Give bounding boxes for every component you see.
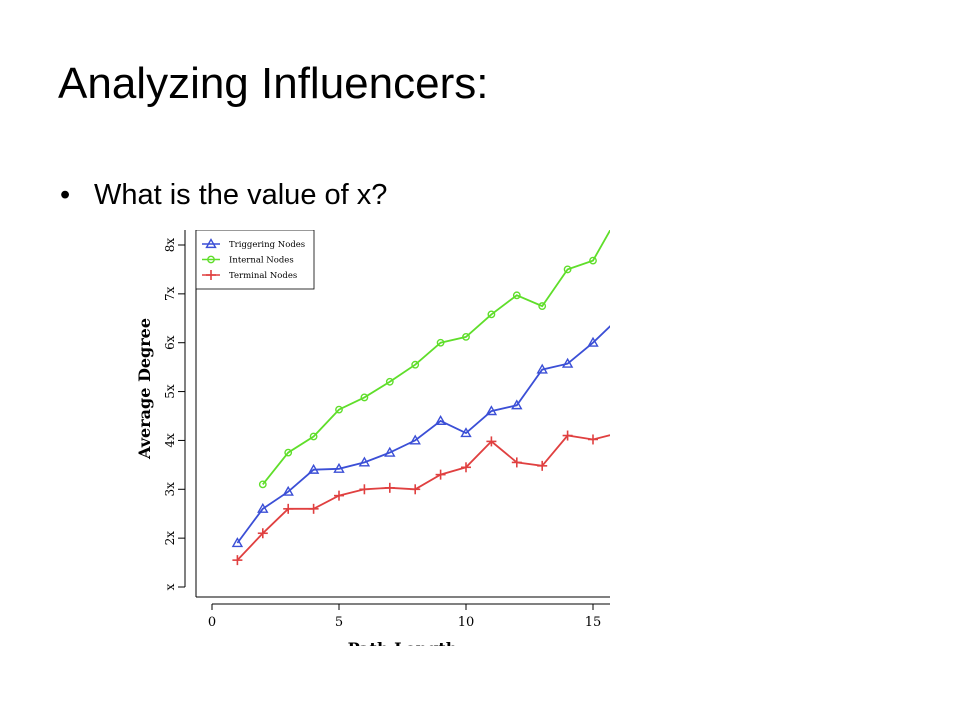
bullet-item: • What is the value of x? [58,178,387,213]
data-point-triggering-nodes [511,399,523,410]
line-chart: x 2x 3x 4x 5x 6x 7x 8x 0 5 10 15 Average Degree Path … [135,230,610,646]
data-point-triggering-nodes [358,456,371,467]
bullet-list: • What is the value of x? [58,178,387,213]
data-point-triggering-nodes [257,502,269,513]
data-point-terminal-nodes [334,490,344,501]
data-point-terminal-nodes [537,460,548,471]
plot-area [231,230,610,566]
data-point-triggering-nodes [460,427,472,438]
data-point-internal-nodes [284,448,293,457]
bullet-marker: • [60,179,71,211]
data-point-triggering-nodes [231,537,244,548]
data-point-internal-nodes [360,393,369,402]
data-point-internal-nodes [462,332,470,341]
series-line-internal-nodes [262,230,610,485]
series-line-triggering-nodes [236,325,610,544]
data-point-terminal-nodes [588,434,598,445]
data-point-terminal-nodes [435,469,446,480]
data-point-internal-nodes [538,302,547,310]
data-point-triggering-nodes [282,485,294,496]
x-tick-label: 5 [335,615,343,630]
data-point-triggering-nodes [561,357,574,368]
data-point-internal-nodes [512,291,521,300]
chart-container: x 2x 3x 4x 5x 6x 7x 8x 0 5 10 15 Average Degree Path … [128,230,610,646]
data-point-terminal-nodes [562,430,573,441]
data-point-terminal-nodes [308,503,319,514]
data-point-triggering-nodes [485,405,498,416]
data-point-terminal-nodes [511,457,522,468]
data-point-triggering-nodes [434,414,447,425]
y-tick-label: 7x [163,286,177,301]
data-point-triggering-nodes [307,463,320,474]
legend-label-internal-nodes: Internal Nodes [229,256,294,266]
data-point-internal-nodes [487,310,496,319]
slide-title: Analyzing Influencers: [58,59,489,108]
x-tick-label: 15 [585,615,602,630]
data-point-terminal-nodes [232,555,243,566]
data-point-terminal-nodes [359,484,370,495]
data-point-triggering-nodes [409,434,421,445]
data-point-internal-nodes [589,256,597,265]
legend-marker-triggering-nodes [205,238,217,249]
data-point-terminal-nodes [384,482,395,493]
legend-label-triggering-nodes: Triggering Nodes [229,240,305,250]
y-tick-label: x [163,583,177,590]
data-point-triggering-nodes [384,446,396,457]
data-point-terminal-nodes [283,503,294,514]
x-tick-label: 10 [458,615,475,630]
series-line-terminal-nodes [236,434,610,561]
legend-marker-internal-nodes [207,255,215,264]
data-point-terminal-nodes [461,462,471,473]
data-point-triggering-nodes [536,363,548,374]
data-point-internal-nodes [563,265,572,274]
legend-label-terminal-nodes: Terminal Nodes [229,271,297,281]
data-point-terminal-nodes [486,436,497,447]
legend: Triggering Nodes Internal Nodes Terminal N… [195,230,315,290]
legend-marker-terminal-nodes [206,270,216,280]
y-tick-label: 2x [163,531,177,546]
x-tick-label: 0 [208,615,216,630]
bullet-text: What is the value of x? [94,179,388,211]
data-point-terminal-nodes [257,528,268,539]
data-point-triggering-nodes [333,462,345,473]
y-tick-label: 3x [163,482,177,497]
data-point-internal-nodes [309,432,318,441]
data-point-internal-nodes [385,377,394,386]
data-point-triggering-nodes [587,336,599,347]
y-tick-label: 8x [163,238,177,253]
x-axis-title: Path Length [348,639,458,646]
y-tick-label: 6x [163,335,177,350]
y-tick-label: 5x [163,384,177,399]
data-point-internal-nodes [335,405,343,414]
y-tick-label: 4x [163,433,177,448]
data-point-internal-nodes [436,338,445,347]
y-axis-title: Average Degree [135,318,154,460]
data-point-terminal-nodes [410,484,421,495]
data-point-internal-nodes [258,480,267,489]
data-point-internal-nodes [411,360,420,369]
